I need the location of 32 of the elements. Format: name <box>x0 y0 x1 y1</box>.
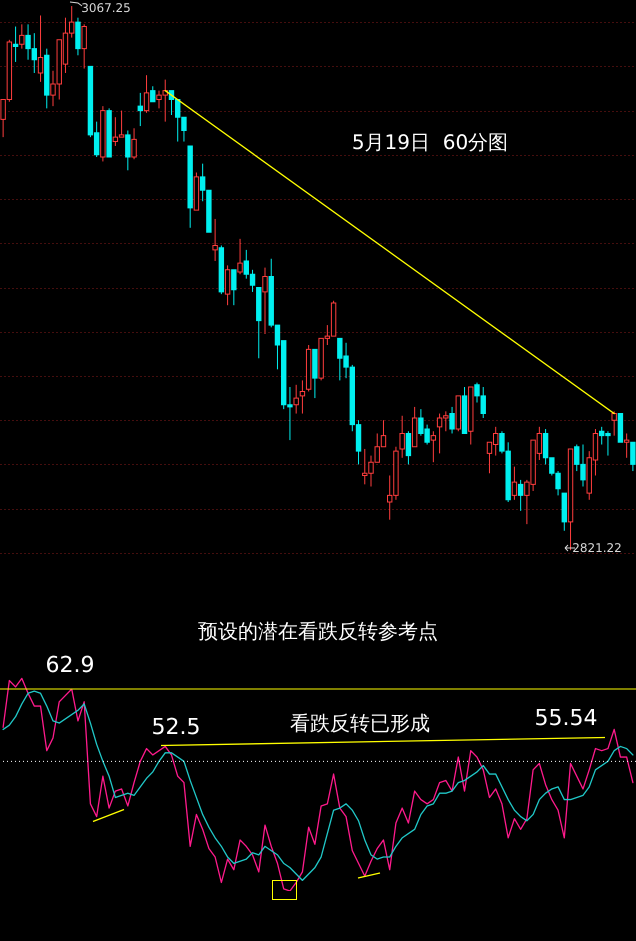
candlestick <box>231 269 237 306</box>
candlestick <box>430 430 436 463</box>
candlestick <box>38 14 44 82</box>
annotation: 2821.22 <box>572 541 622 555</box>
annotation: 5月19日 60分图 <box>352 130 508 154</box>
candlestick <box>262 267 268 334</box>
candlestick <box>293 384 299 414</box>
candlestick <box>300 380 306 414</box>
annotation: 3067.25 <box>81 1 131 15</box>
candlestick <box>144 74 150 114</box>
candlestick <box>138 92 143 127</box>
candlestick <box>630 442 636 472</box>
annotation: 55.54 <box>534 706 598 731</box>
candlestick <box>449 406 455 434</box>
annotation: 52.5 <box>152 715 200 740</box>
candlestick <box>19 24 25 50</box>
candlestick <box>399 415 405 458</box>
candlestick <box>131 128 137 160</box>
candlestick <box>518 479 524 512</box>
candlestick <box>212 218 218 262</box>
chart-title: 预设的潜在看跌反转参考点 <box>198 619 438 643</box>
candlestick <box>150 86 156 102</box>
candlestick <box>611 410 617 436</box>
candlestick <box>125 130 131 171</box>
candlestick <box>81 24 87 70</box>
annotation: 看跌反转已形成 <box>290 711 430 735</box>
candlestick <box>406 430 412 465</box>
text: 62.9 <box>46 653 94 678</box>
candlestick <box>624 432 630 458</box>
candlestick <box>237 238 243 275</box>
candlestick <box>512 466 518 500</box>
candlestick <box>12 26 18 62</box>
